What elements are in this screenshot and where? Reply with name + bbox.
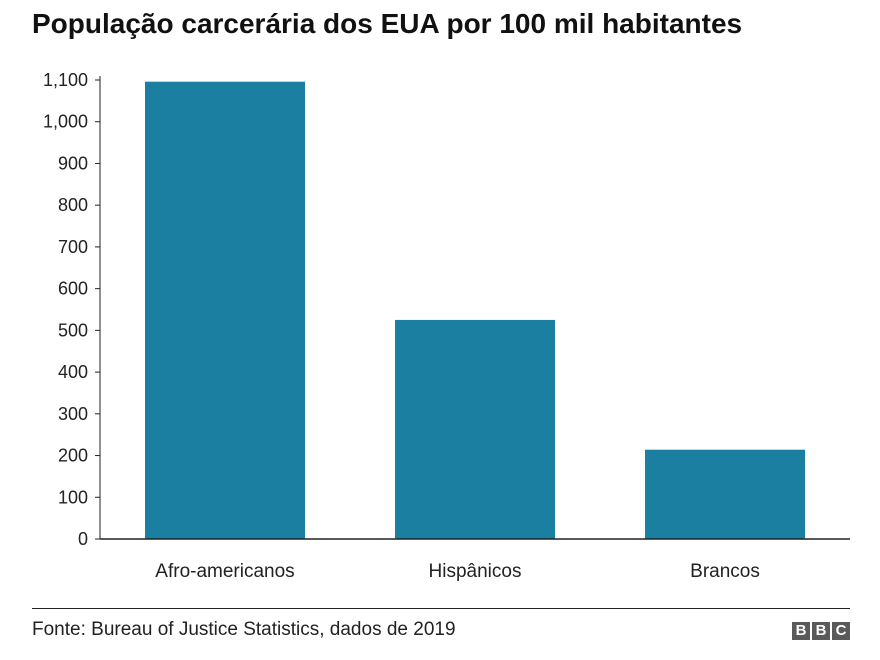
bbc-logo: B B C bbox=[792, 622, 850, 640]
y-tick-label: 0 bbox=[78, 529, 88, 549]
y-tick-label: 600 bbox=[58, 279, 88, 299]
y-tick-label: 300 bbox=[58, 404, 88, 424]
y-tick-label: 400 bbox=[58, 362, 88, 382]
bar bbox=[395, 319, 555, 539]
y-tick-label: 1,100 bbox=[43, 70, 88, 90]
y-tick-label: 900 bbox=[58, 153, 88, 173]
footer-divider bbox=[32, 608, 850, 609]
logo-letter-2: B bbox=[812, 622, 830, 640]
bar bbox=[645, 449, 805, 539]
y-tick-label: 200 bbox=[58, 446, 88, 466]
source-note: Fonte: Bureau of Justice Statistics, dad… bbox=[32, 619, 456, 640]
y-tick-label: 700 bbox=[58, 237, 88, 257]
y-tick-label: 100 bbox=[58, 487, 88, 507]
chart-title: População carcerária dos EUA por 100 mil… bbox=[32, 8, 743, 39]
y-tick-label: 800 bbox=[58, 195, 88, 215]
x-tick-label: Afro-americanos bbox=[155, 561, 294, 582]
logo-letter-3: C bbox=[832, 622, 850, 640]
x-tick-label: Hispânicos bbox=[429, 561, 522, 582]
logo-letter-1: B bbox=[792, 622, 810, 640]
y-tick-label: 500 bbox=[58, 320, 88, 340]
y-tick-label: 1,000 bbox=[43, 112, 88, 132]
bar bbox=[145, 81, 305, 539]
x-tick-label: Brancos bbox=[690, 561, 760, 582]
bar-chart: 0 100 200 300 400 500 600 700 800 900 1,000 1,100 Af… bbox=[43, 70, 850, 582]
